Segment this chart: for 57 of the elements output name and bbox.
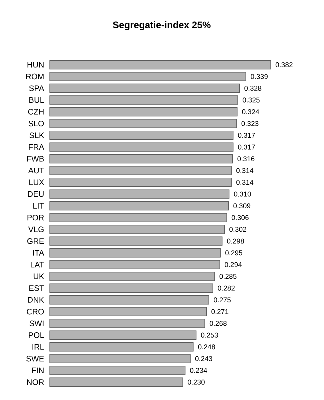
y-tick-label: SLO	[28, 120, 44, 127]
chart-title: Segregatie-index 25%	[113, 22, 211, 30]
bar	[50, 248, 221, 258]
y-tick-label: ITA	[33, 250, 44, 256]
bar	[50, 224, 226, 234]
y-tick-label: DNK	[28, 297, 44, 303]
y-tick-label: AUT	[28, 168, 44, 174]
y-tick-label: VLG	[28, 226, 44, 232]
bar	[50, 260, 220, 270]
y-tick-label: FWB	[27, 156, 44, 162]
y-tick-label: BUL	[30, 97, 44, 104]
bar	[50, 72, 246, 82]
bar	[50, 142, 234, 152]
y-tick-label: SLK	[30, 132, 44, 138]
bar	[50, 96, 238, 105]
bar	[50, 201, 230, 211]
y-tick-label: IRL	[32, 344, 44, 350]
bar	[50, 284, 214, 293]
bar	[50, 60, 272, 70]
bar	[50, 366, 186, 376]
bar	[50, 272, 216, 282]
bar	[50, 296, 210, 305]
y-tick-label: FRA	[29, 144, 44, 150]
y-tick-label: SWE	[26, 356, 44, 362]
y-tick-label: HUN	[28, 62, 44, 68]
y-tick-label: POL	[29, 332, 44, 338]
bar	[50, 84, 240, 94]
y-tick-label: LUX	[30, 180, 44, 186]
bar	[50, 354, 191, 364]
y-tick-label: CRO	[27, 309, 44, 315]
bar	[50, 190, 230, 199]
bar	[50, 307, 208, 316]
y-tick-label: UK	[34, 274, 44, 280]
bar	[50, 154, 234, 164]
y-tick-label: POR	[28, 214, 44, 221]
y-tick-label: ROM	[26, 74, 44, 80]
bar	[50, 342, 194, 352]
bar	[50, 378, 184, 387]
y-tick-label: SPA	[29, 86, 44, 92]
bar	[50, 236, 223, 246]
bar	[50, 178, 232, 188]
bar	[50, 130, 234, 140]
y-tick-label: SWI	[30, 320, 44, 326]
bar	[50, 107, 238, 117]
y-tick-label: LAT	[31, 262, 44, 268]
bar	[50, 119, 238, 128]
bar	[50, 319, 206, 328]
y-tick-label: FIN	[32, 368, 44, 374]
bar	[50, 166, 232, 176]
y-tick-label: EST	[30, 286, 44, 292]
bar	[50, 330, 197, 340]
y-tick-label: LIT	[34, 203, 44, 209]
y-tick-label: DEU	[28, 192, 44, 198]
y-tick-label: CZH	[28, 109, 44, 115]
y-tick-label: GRE	[28, 238, 44, 244]
bar	[50, 213, 228, 222]
y-tick-label: NOR	[27, 380, 44, 386]
